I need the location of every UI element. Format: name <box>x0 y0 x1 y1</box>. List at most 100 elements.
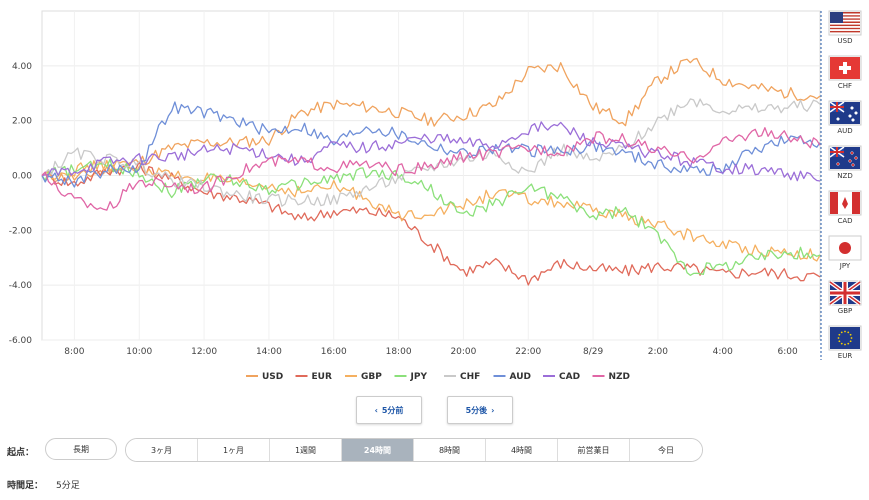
y-tick-label: 2.00 <box>12 117 32 127</box>
flag-stripe <box>830 18 860 20</box>
flag-star <box>850 151 854 155</box>
flag-stripe <box>830 29 860 31</box>
series-line-nzd <box>41 127 821 211</box>
flag-jpy[interactable]: JPY <box>828 235 862 270</box>
legend-label-gbp: GBP <box>361 372 382 382</box>
flag-star <box>850 337 853 339</box>
legend-label-nzd: NZD <box>609 372 631 382</box>
flag-star <box>848 159 852 163</box>
flag-eur[interactable]: EUR <box>828 325 862 360</box>
period-24hours-button[interactable]: 24時間 <box>342 439 414 461</box>
flag-stripe <box>830 12 860 14</box>
flag-stripe <box>830 32 860 34</box>
period-3months-button[interactable]: 3ヶ月 <box>126 439 198 461</box>
period-8hours-button[interactable]: 8時間 <box>414 439 486 461</box>
period-today-button[interactable]: 今日 <box>630 439 702 461</box>
flag-star <box>849 333 852 336</box>
x-tick-label: 4:00 <box>713 347 733 357</box>
flag-bar <box>852 192 860 214</box>
flag-stripe <box>830 30 860 33</box>
flag-star <box>838 333 841 336</box>
flag-star <box>836 162 840 166</box>
series-line-usd <box>41 57 821 183</box>
legend-label-aud: AUD <box>510 372 531 382</box>
flag-cad[interactable]: CAD <box>828 190 862 225</box>
chevron-left-icon: ‹ <box>374 405 378 415</box>
x-tick-label: 20:00 <box>450 347 476 357</box>
flag-cross-red <box>830 291 860 295</box>
flag-star <box>847 331 850 334</box>
flag-label-nzd: NZD <box>837 172 852 180</box>
period-1month-button[interactable]: 1ヶ月 <box>198 439 270 461</box>
x-tick-label: 16:00 <box>321 347 347 357</box>
flag-star <box>844 343 846 346</box>
y-tick-label: 4.00 <box>12 62 32 72</box>
series-line-cad <box>41 121 821 182</box>
flag-star <box>838 340 841 343</box>
flag-label-usd: USD <box>838 37 853 45</box>
period-button-group: 3ヶ月 1ヶ月 1週間 24時間 8時間 4時間 前営業日 今日 <box>125 438 703 462</box>
flag-stripe <box>830 16 860 19</box>
flag-maple-leaf <box>842 197 848 209</box>
next-5min-label: 5分後 <box>465 405 488 415</box>
legend-label-cad: CAD <box>559 372 580 382</box>
flag-stripe <box>830 19 860 22</box>
flag-label-gbp: GBP <box>838 307 852 315</box>
flag-bar <box>830 192 838 214</box>
flag-label-jpy: JPY <box>839 262 851 270</box>
flag-sun <box>839 242 851 254</box>
series-line-chf <box>41 98 821 207</box>
y-tick-label: 0.00 <box>12 172 32 182</box>
flag-label-eur: EUR <box>838 352 853 360</box>
y-tick-label: -6.00 <box>9 336 33 346</box>
period-4hours-button[interactable]: 4時間 <box>486 439 558 461</box>
flag-stripe <box>830 15 860 17</box>
flag-gbp[interactable]: GBP <box>828 280 862 315</box>
legend-label-chf: CHF <box>460 372 480 382</box>
y-tick-label: -2.00 <box>9 226 33 236</box>
flag-star <box>844 330 846 333</box>
flag-field <box>830 327 860 349</box>
x-tick-label: 12:00 <box>191 347 217 357</box>
flag-star <box>837 337 840 339</box>
timeframe-label: 時間足： <box>7 481 44 491</box>
flag-label-chf: CHF <box>838 82 852 90</box>
legend-label-usd: USD <box>262 372 283 382</box>
x-tick-label: 10:00 <box>126 347 152 357</box>
flag-stripe <box>830 26 860 28</box>
flag-star <box>847 342 850 345</box>
flag-star <box>851 163 855 167</box>
flag-cross <box>839 66 851 70</box>
flag-nzd[interactable]: NZD <box>828 145 862 180</box>
period-1week-button[interactable]: 1週間 <box>270 439 342 461</box>
period-long-term-button[interactable]: 長期 <box>45 438 117 460</box>
x-tick-label: 14:00 <box>256 347 282 357</box>
flag-star <box>849 340 852 343</box>
period-selector: 長期 3ヶ月 1ヶ月 1週間 24時間 8時間 4時間 前営業日 今日 <box>45 438 703 462</box>
period-label: 起点： <box>7 448 35 458</box>
flag-label-cad: CAD <box>837 217 852 225</box>
flag-star <box>840 331 843 334</box>
next-5min-button[interactable]: 5分後 › <box>447 396 513 424</box>
x-tick-label: 2:00 <box>648 347 668 357</box>
flag-canton <box>830 12 843 23</box>
flag-stripe <box>830 27 860 30</box>
currency-strength-chart: 4.00 2.00 0.00 -2.00 -4.00 -6.00 8:00 10:00 12:0… <box>9 10 862 382</box>
flag-union-cross <box>830 106 844 108</box>
flag-star <box>854 111 858 115</box>
prev-5min-button[interactable]: ‹ 5分前 <box>356 396 422 424</box>
timeframe-value: 5分足 <box>56 481 80 491</box>
flag-union-cross <box>830 151 844 153</box>
period-prev-business-day-button[interactable]: 前営業日 <box>558 439 630 461</box>
flag-star <box>836 117 840 121</box>
flag-chf[interactable]: CHF <box>828 55 862 90</box>
flag-star <box>854 156 858 160</box>
flag-label-aud: AUD <box>837 127 852 135</box>
x-tick-label: 6:00 <box>777 347 797 357</box>
flag-aud[interactable]: AUD <box>828 100 862 135</box>
y-tick-label: -4.00 <box>9 281 33 291</box>
x-tick-label: 18:00 <box>386 347 412 357</box>
flag-stripe <box>830 21 860 23</box>
flag-usd[interactable]: USD <box>828 10 862 45</box>
x-tick-label: 22:00 <box>515 347 541 357</box>
